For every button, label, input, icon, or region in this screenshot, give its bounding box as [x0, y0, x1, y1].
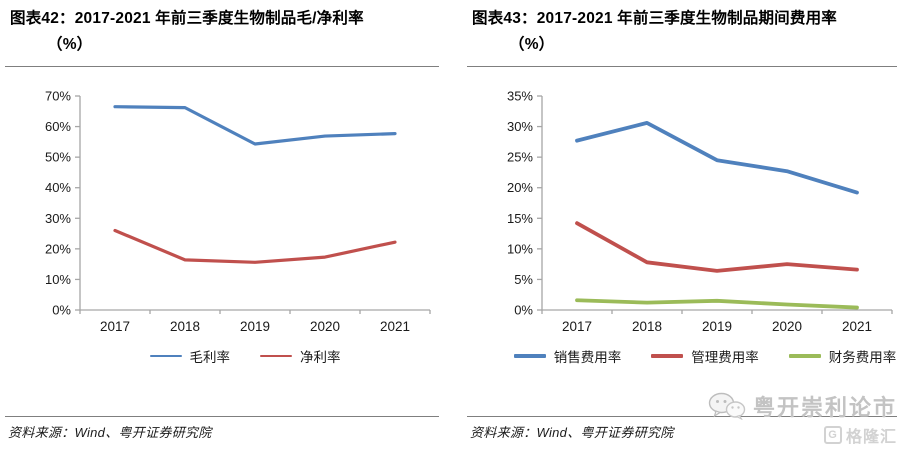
chart-title: 图表42：2017-2021 年前三季度生物制品毛/净利率 （%）: [5, 6, 439, 58]
gelonghui-brand: G 格隆汇: [708, 423, 897, 447]
series-line-管理费用率: [575, 221, 859, 273]
chart-title-line2: （%）: [47, 36, 93, 53]
y-tick-label: 20%: [45, 241, 71, 256]
source-note: 资料来源：Wind、粤开证券研究院: [8, 425, 212, 440]
watermark-brand-text: 格隆汇: [845, 429, 897, 446]
x-tick-label: 2021: [842, 319, 872, 334]
legend-line-marker: [260, 355, 292, 357]
x-tick-label: 2020: [310, 319, 340, 334]
chart-area: 0% 5% 10% 15% 20% 25% 30% 35% 2017 2018 2019 2020 20…: [496, 80, 897, 342]
gelonghui-logo-icon: G: [823, 426, 842, 444]
watermark: 粤开崇利论市 G 格隆汇: [708, 390, 897, 447]
legend-line-marker: [651, 353, 684, 359]
title-divider: [467, 66, 897, 67]
y-tick-label: 30%: [45, 211, 71, 226]
y-tick-label: 0%: [514, 303, 533, 318]
legend-label: 净利率: [300, 350, 341, 365]
y-tick-label: 5%: [514, 272, 533, 287]
source-divider: [5, 416, 439, 417]
y-tick-label: 35%: [507, 89, 533, 104]
x-tick-label: 2017: [100, 319, 130, 334]
x-tick-label: 2017: [562, 319, 592, 334]
chart-title-line2: （%）: [509, 36, 555, 53]
chart-title: 图表43：2017-2021 年前三季度生物制品期间费用率 （%）: [467, 6, 897, 58]
y-tick-label: 40%: [45, 180, 71, 195]
x-tick-label: 2021: [380, 319, 410, 334]
legend-label: 销售费用率: [553, 350, 622, 365]
chart-legend: 销售费用率 管理费用率 财务费用率: [467, 346, 897, 366]
margin-line-chart: 0% 10% 20% 30% 40% 50% 60% 70% 2017 2018 2019 2020 2…: [45, 89, 431, 334]
legend-item: 毛利率: [149, 346, 231, 366]
legend-label: 毛利率: [189, 350, 231, 365]
expense-line-chart: 0% 5% 10% 15% 20% 25% 30% 35% 2017 2018 2019 2020 20…: [507, 89, 893, 334]
y-tick-label: 70%: [45, 89, 71, 104]
series-line-毛利率: [113, 105, 397, 146]
legend-item: 销售费用率: [513, 346, 622, 366]
chart-title-line1: 图表42：2017-2021 年前三季度生物制品毛/净利率: [10, 10, 364, 27]
y-tick-label: 15%: [507, 211, 533, 226]
y-tick-label: 10%: [45, 272, 71, 287]
chart-area: 0% 10% 20% 30% 40% 50% 60% 70% 2017 2018 2019 2020 2…: [34, 80, 439, 342]
x-tick-label: 2018: [632, 319, 662, 334]
legend-line-marker: [788, 353, 821, 359]
y-tick-label: 10%: [507, 241, 533, 256]
x-tick-label: 2018: [170, 319, 200, 334]
y-tick-label: 60%: [45, 119, 71, 134]
x-tick-label: 2019: [702, 319, 732, 334]
chart-panel-expense-ratios: 图表43：2017-2021 年前三季度生物制品期间费用率 （%） 0% 5% 10…: [467, 0, 897, 449]
y-tick-label: 0%: [52, 303, 71, 318]
series-line-销售费用率: [575, 121, 859, 195]
legend-label: 管理费用率: [691, 350, 759, 365]
legend-line-marker: [149, 355, 182, 357]
series-line-财务费用率: [575, 298, 859, 310]
y-tick-label: 25%: [507, 150, 533, 165]
y-tick-label: 30%: [507, 119, 533, 134]
title-divider: [5, 66, 439, 67]
chart-panel-gross-net-margin: 图表42：2017-2021 年前三季度生物制品毛/净利率 （%） 0% 10% 2…: [5, 0, 439, 449]
y-tick-label: 50%: [45, 150, 71, 165]
y-tick-label: 20%: [507, 180, 533, 195]
legend-label: 财务费用率: [828, 350, 897, 365]
source-divider: [467, 416, 897, 417]
legend-item: 财务费用率: [788, 346, 897, 366]
watermark-wechat-text: 粤开崇利论市: [752, 395, 897, 420]
wechat-icon: [708, 392, 746, 420]
series-line-净利率: [113, 228, 397, 264]
legend-line-marker: [513, 353, 546, 359]
wechat-watermark-row: 粤开崇利论市: [708, 390, 897, 422]
source-note: 资料来源：Wind、粤开证券研究院: [470, 425, 674, 440]
x-tick-label: 2019: [240, 319, 270, 334]
x-tick-label: 2020: [772, 319, 802, 334]
legend-item: 净利率: [260, 346, 341, 366]
legend-item: 管理费用率: [651, 346, 759, 366]
spacer: [5, 366, 439, 416]
chart-legend: 毛利率 净利率: [5, 346, 439, 366]
chart-title-line1: 图表43：2017-2021 年前三季度生物制品期间费用率: [472, 10, 837, 27]
